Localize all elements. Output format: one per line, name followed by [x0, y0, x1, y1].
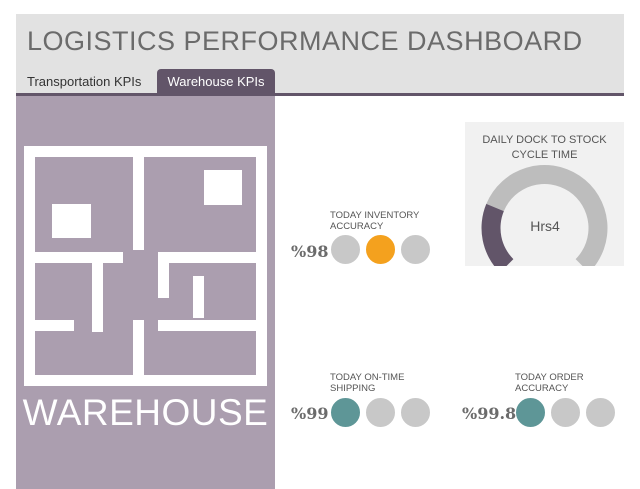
inventory-accuracy-label: TODAY INVENTORY ACCURACY — [330, 210, 420, 232]
indicator-dot — [516, 398, 545, 427]
on-time-shipping-value: %99 — [291, 404, 329, 423]
tab-transportation-kpis[interactable]: Transportation KPIs — [27, 74, 142, 89]
warehouse-panel: WAREHOUSE — [16, 96, 275, 489]
warehouse-floorplan-icon — [24, 146, 267, 386]
on-time-shipping-label: TODAY ON-TIME SHIPPING — [330, 372, 405, 394]
gauge-fill — [481, 203, 514, 266]
indicator-dot — [401, 398, 430, 427]
dock-to-stock-gauge-card: DAILY DOCK TO STOCK CYCLE TIME Hrs4 — [465, 122, 624, 266]
indicator-dot — [401, 235, 430, 264]
order-accuracy-label: TODAY ORDER ACCURACY — [515, 372, 584, 394]
indicator-dot — [366, 235, 395, 264]
inventory-accuracy-value: %98 — [291, 242, 329, 261]
order-accuracy-value: %99.8 — [462, 404, 517, 423]
gauge-chart — [481, 165, 608, 266]
indicator-dot — [551, 398, 580, 427]
indicator-dot — [331, 398, 360, 427]
gauge-track — [486, 165, 608, 266]
dashboard-header: LOGISTICS PERFORMANCE DASHBOARD Transpor… — [16, 14, 624, 94]
on-time-shipping-indicators — [331, 398, 430, 427]
page-title: LOGISTICS PERFORMANCE DASHBOARD — [27, 26, 583, 56]
indicator-dot — [366, 398, 395, 427]
indicator-dot — [331, 235, 360, 264]
gauge-value: Hrs4 — [530, 218, 560, 234]
gauge-title: DAILY DOCK TO STOCK CYCLE TIME — [482, 134, 607, 161]
tab-underline — [16, 93, 624, 96]
order-accuracy-indicators — [516, 398, 615, 427]
inventory-accuracy-indicators — [331, 235, 430, 264]
warehouse-label: WAREHOUSE — [22, 392, 269, 433]
tab-warehouse-kpis[interactable]: Warehouse KPIs — [157, 69, 275, 94]
indicator-dot — [586, 398, 615, 427]
